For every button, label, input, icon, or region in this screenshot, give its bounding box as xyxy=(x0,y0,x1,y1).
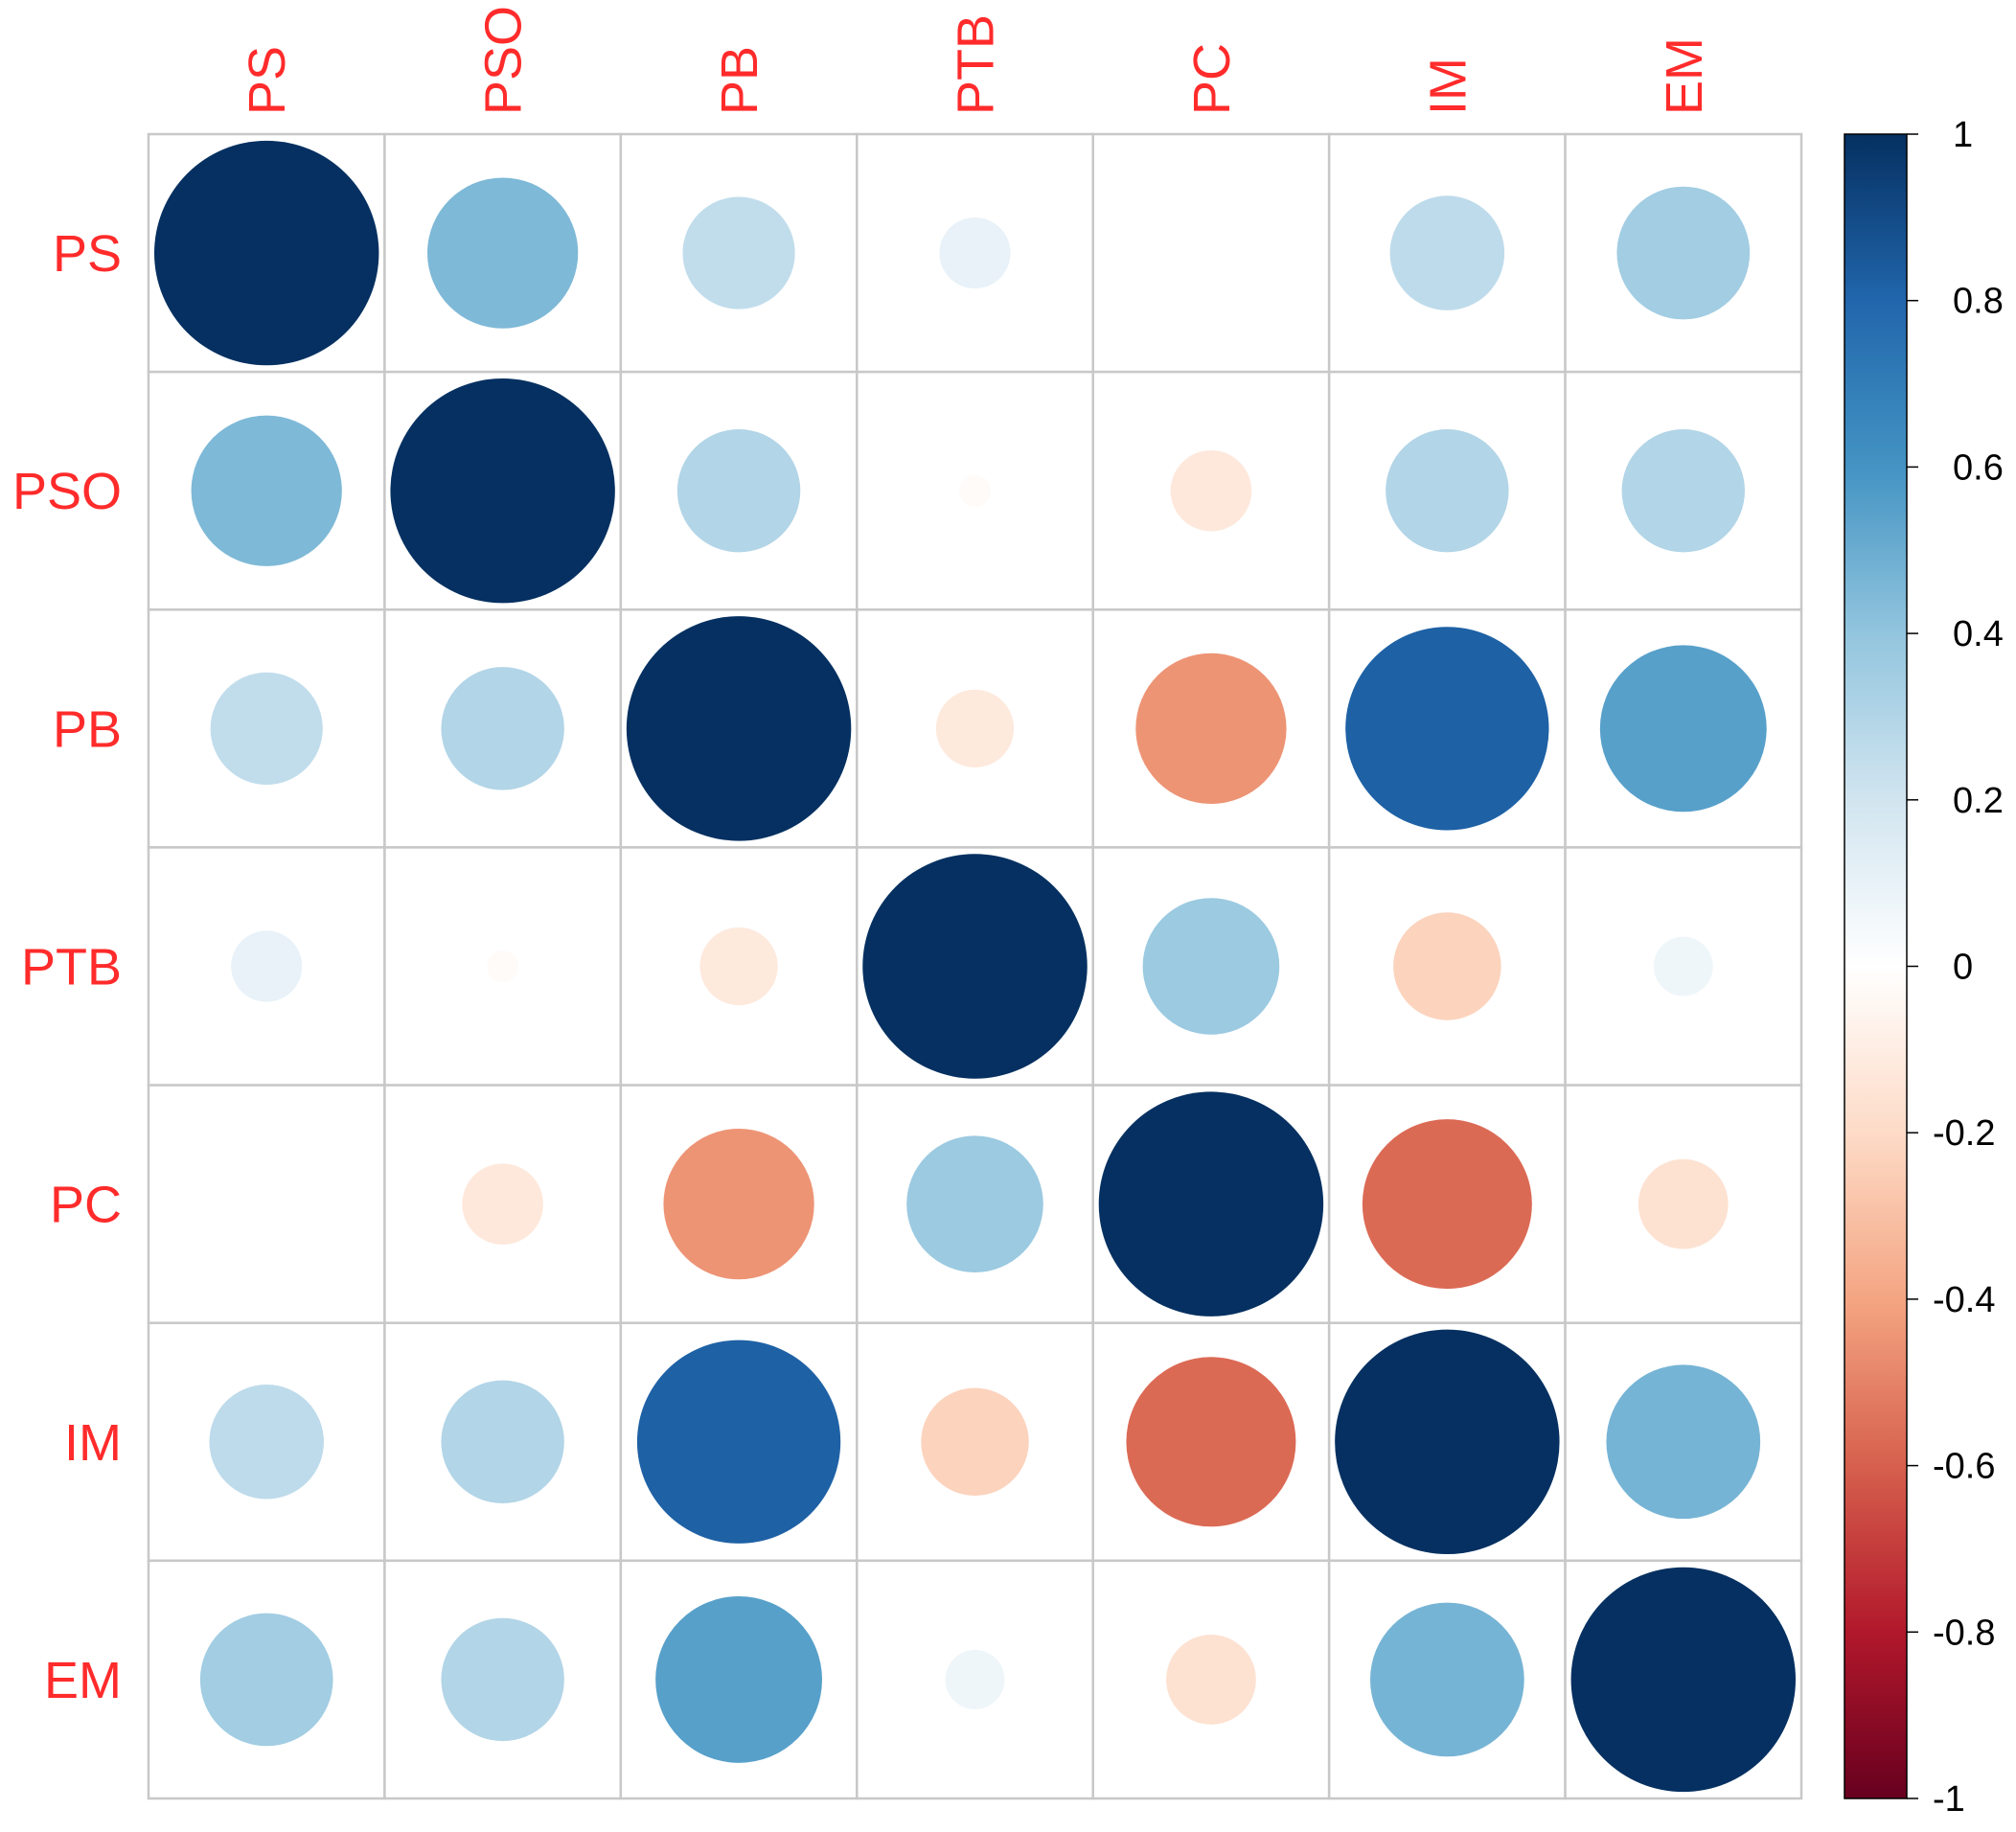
correlation-circle-em-ps xyxy=(199,1613,333,1747)
correlation-circle-im-pc xyxy=(1126,1357,1296,1527)
correlation-circle-em-ptb xyxy=(945,1649,1005,1709)
grid-cell xyxy=(1564,370,1803,611)
colorbar-tick-label: 0.4 xyxy=(1953,614,2004,654)
correlation-circle-pb-ps xyxy=(210,672,323,785)
column-label-ptb: PTB xyxy=(948,14,1005,115)
row-label-em: EM xyxy=(44,1652,122,1709)
correlation-circle-im-pb xyxy=(636,1340,841,1544)
correlation-circle-em-pso xyxy=(441,1617,564,1742)
correlation-circle-ps-ps xyxy=(154,140,379,366)
correlation-circle-ps-im xyxy=(1389,195,1505,310)
correlation-circle-pso-ps xyxy=(191,415,342,566)
colorbar-tick-label: 0.8 xyxy=(1953,282,2004,322)
column-label-pc: PC xyxy=(1183,43,1241,115)
correlation-circle-ptb-em xyxy=(1653,936,1713,996)
row-label-pso: PSO xyxy=(12,463,122,520)
correlation-circle-im-im xyxy=(1335,1329,1560,1555)
grid-cell xyxy=(1091,132,1331,374)
correlation-circle-em-im xyxy=(1369,1602,1524,1757)
row-label-ps: PS xyxy=(53,225,122,283)
correlation-circle-ptb-pso xyxy=(487,950,519,983)
correlation-circle-ps-em xyxy=(1616,186,1751,320)
correlation-circle-ptb-pc xyxy=(1142,898,1280,1035)
grid-cell xyxy=(147,1084,386,1324)
correlation-circle-ptb-pb xyxy=(699,927,778,1006)
matrix-grid xyxy=(147,132,1803,1800)
correlation-circle-pb-pso xyxy=(441,667,564,790)
column-label-ps: PS xyxy=(239,46,296,115)
colorbar-tick-label: 0.6 xyxy=(1953,447,2004,488)
correlation-circle-pso-im xyxy=(1386,429,1509,553)
correlation-circle-pb-pb xyxy=(626,616,852,841)
correlation-circle-pc-ptb xyxy=(906,1135,1043,1272)
correlation-circle-pc-em xyxy=(1638,1158,1729,1249)
correlation-circle-pso-pso xyxy=(390,378,615,604)
row-labels: PS PSO PB PTB PC IM EM xyxy=(12,225,122,1709)
correlation-circle-pso-em xyxy=(1621,429,1745,553)
row-label-im: IM xyxy=(64,1414,122,1472)
correlation-circle-pb-im xyxy=(1345,627,1549,831)
correlation-circle-em-pb xyxy=(655,1596,822,1763)
correlation-circle-im-ps xyxy=(209,1385,324,1500)
correlation-circle-pso-pb xyxy=(676,429,801,553)
correlation-circle-ptb-ps xyxy=(231,930,303,1002)
correlation-circles xyxy=(154,140,1797,1793)
correlation-circle-ps-pso xyxy=(427,177,579,329)
correlation-circle-pc-pso xyxy=(462,1163,543,1245)
colorbar-tick-label: 1 xyxy=(1953,115,1973,155)
correlation-circle-pb-pc xyxy=(1135,653,1287,804)
column-label-pb: PB xyxy=(711,46,768,115)
colorbar-tick-label: 0 xyxy=(1953,948,1973,988)
correlation-circle-em-pc xyxy=(1166,1635,1256,1725)
correlation-circle-pb-ptb xyxy=(935,689,1015,767)
colorbar-tick-label: -1 xyxy=(1933,1779,1965,1820)
correlation-circle-ptb-ptb xyxy=(862,854,1088,1079)
row-label-ptb: PTB xyxy=(21,939,122,996)
grid-cell xyxy=(147,846,386,1087)
column-label-im: IM xyxy=(1419,57,1477,115)
colorbar-tick-label: -0.8 xyxy=(1933,1613,1995,1653)
colorbar-tick-label: -0.4 xyxy=(1933,1280,1995,1320)
correlation-circle-em-em xyxy=(1570,1567,1797,1793)
correlation-circle-pso-pc xyxy=(1170,449,1252,532)
colorbar-tick-label: -0.2 xyxy=(1933,1113,1995,1154)
colorbar-tick-label: -0.6 xyxy=(1933,1447,1995,1487)
correlation-circle-ps-pb xyxy=(682,196,795,309)
row-label-pb: PB xyxy=(53,700,122,758)
correlation-circle-im-pso xyxy=(441,1380,564,1503)
correlation-circle-im-em xyxy=(1606,1364,1761,1520)
correlation-circle-im-ptb xyxy=(921,1387,1029,1496)
colorbar-gradient xyxy=(1844,133,1908,1799)
correlation-circle-pc-pc xyxy=(1098,1091,1324,1317)
correlation-circle-pb-em xyxy=(1599,645,1767,813)
correlation-circle-pc-im xyxy=(1362,1119,1532,1290)
grid-cell xyxy=(856,1321,1094,1563)
column-label-pso: PSO xyxy=(475,6,533,115)
colorbar-tick-label: 0.2 xyxy=(1953,781,2004,821)
row-label-pc: PC xyxy=(50,1177,122,1234)
correlation-circle-ps-ptb xyxy=(939,218,1011,289)
colorbar: 1 0.8 0.6 0.4 0.2 0 -0.2 -0.4 -0.6 -0.8 -1 xyxy=(1844,115,2004,1820)
correlation-circle-pso-ptb xyxy=(958,474,992,507)
column-labels: PS PSO PB PTB PC IM EM xyxy=(239,6,1713,115)
grid-cell xyxy=(147,370,386,611)
correlation-circle-ptb-im xyxy=(1393,912,1501,1020)
correlation-circle-pc-pb xyxy=(663,1129,814,1280)
column-label-em: EM xyxy=(1656,37,1713,115)
